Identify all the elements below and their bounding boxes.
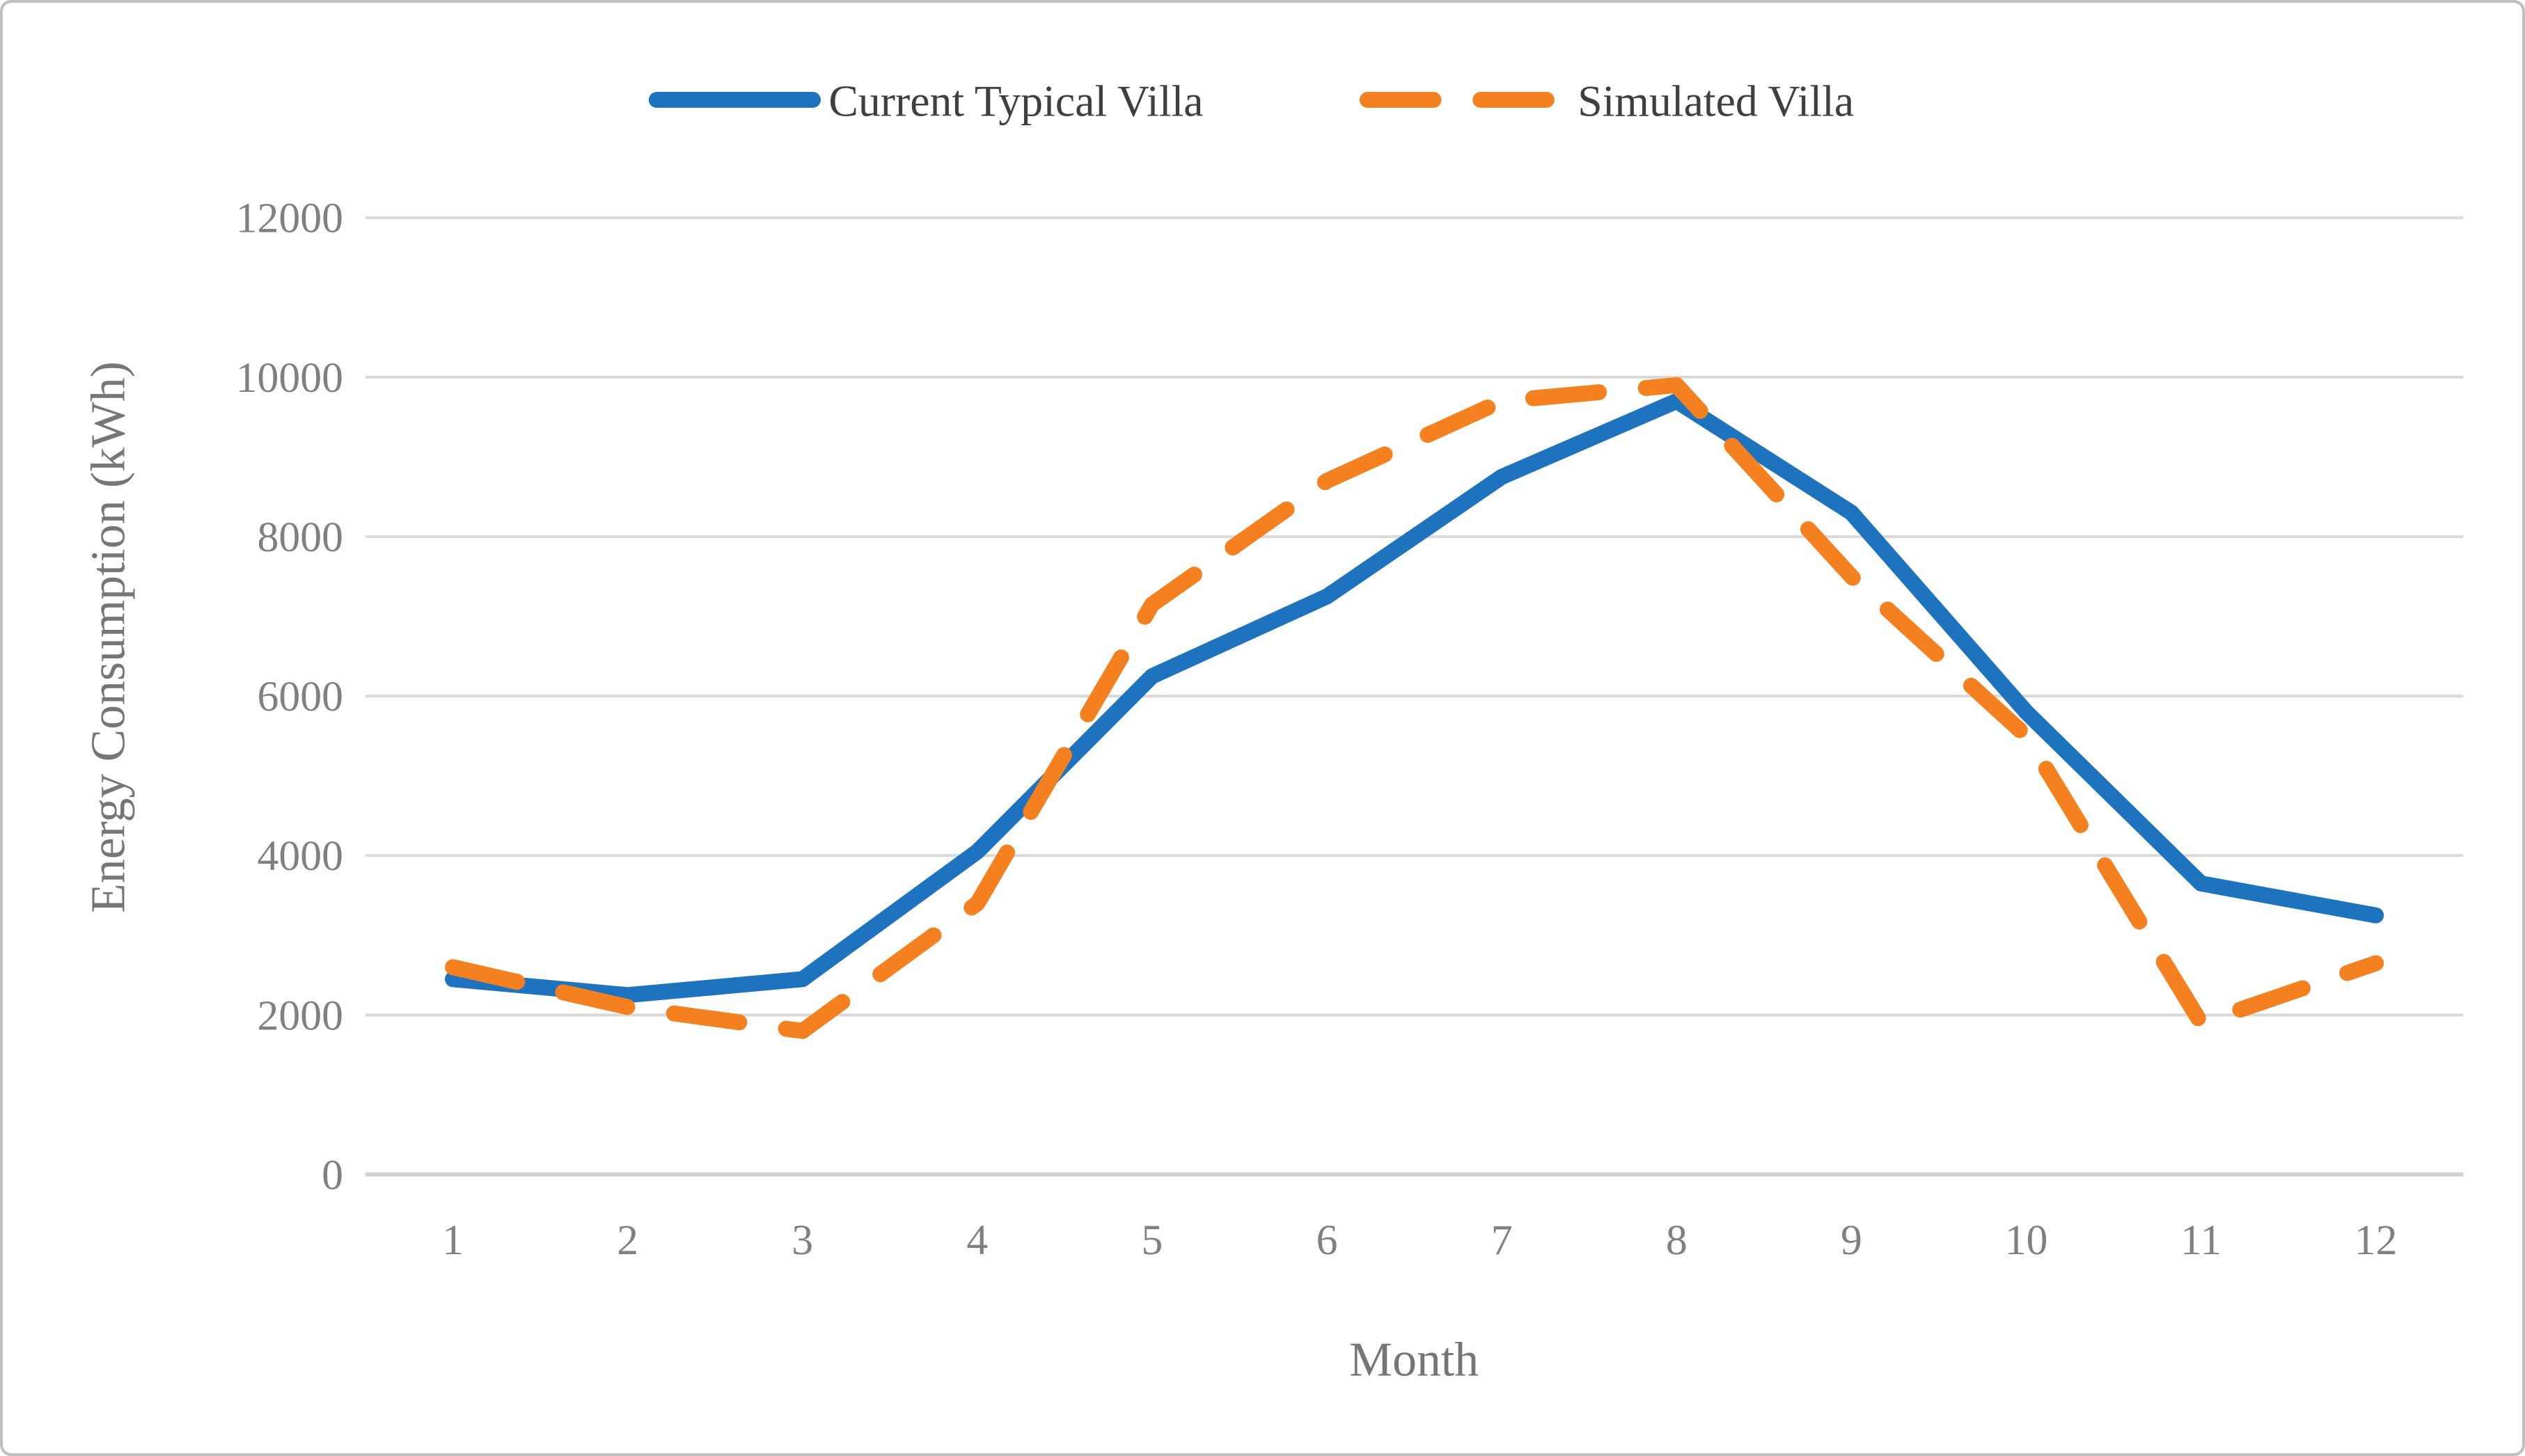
x-tick-label: 8 <box>1666 1217 1688 1264</box>
legend-label-current-typical-villa: Current Typical Villa <box>828 76 1203 125</box>
y-tick-label: 10000 <box>236 354 343 402</box>
series-current-typical-villa-line <box>445 393 2384 1004</box>
x-tick-label: 10 <box>2005 1217 2048 1264</box>
series-simulated-villa-line <box>445 377 2384 1039</box>
y-axis-title: Energy Consumption (kWh) <box>81 361 135 913</box>
x-tick-label: 11 <box>2180 1217 2221 1264</box>
y-tick-label: 4000 <box>258 832 344 880</box>
y-tick-label: 2000 <box>258 992 344 1039</box>
x-tick-label: 9 <box>1841 1217 1862 1264</box>
x-tick-label: 6 <box>1316 1217 1338 1264</box>
y-tick-label: 8000 <box>258 514 344 561</box>
x-axis-title: Month <box>1349 1333 1479 1386</box>
y-tick-label: 0 <box>322 1151 343 1198</box>
x-tick-label: 12 <box>2354 1217 2398 1264</box>
x-tick-label: 2 <box>617 1217 638 1264</box>
y-tick-label: 12000 <box>236 195 343 242</box>
x-tick-label: 7 <box>1491 1217 1513 1264</box>
x-tick-label: 5 <box>1142 1217 1163 1264</box>
x-tick-label: 4 <box>966 1217 988 1264</box>
y-tick-label: 6000 <box>258 673 344 720</box>
legend-label-simulated-villa: Simulated Villa <box>1578 76 1854 125</box>
x-tick-label: 1 <box>442 1217 464 1264</box>
x-tick-label: 3 <box>792 1217 813 1264</box>
